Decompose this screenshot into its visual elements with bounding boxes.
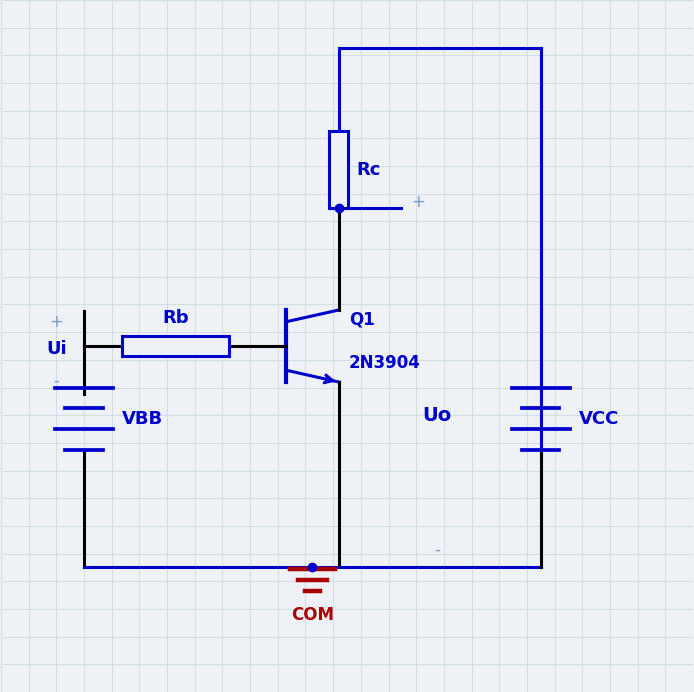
Text: Q1: Q1	[349, 311, 375, 329]
Text: Uo: Uo	[423, 406, 452, 425]
Text: Rc: Rc	[357, 161, 381, 179]
Text: Ui: Ui	[46, 340, 67, 358]
Text: COM: COM	[291, 606, 334, 623]
Text: VCC: VCC	[579, 410, 619, 428]
Text: 2N3904: 2N3904	[349, 354, 421, 372]
Text: -: -	[434, 541, 440, 559]
Text: +: +	[49, 313, 63, 331]
Text: -: -	[53, 372, 59, 390]
Text: Rb: Rb	[162, 309, 189, 327]
Bar	[329, 131, 348, 208]
Bar	[122, 336, 229, 356]
Text: +: +	[412, 193, 425, 211]
Text: VBB: VBB	[122, 410, 163, 428]
